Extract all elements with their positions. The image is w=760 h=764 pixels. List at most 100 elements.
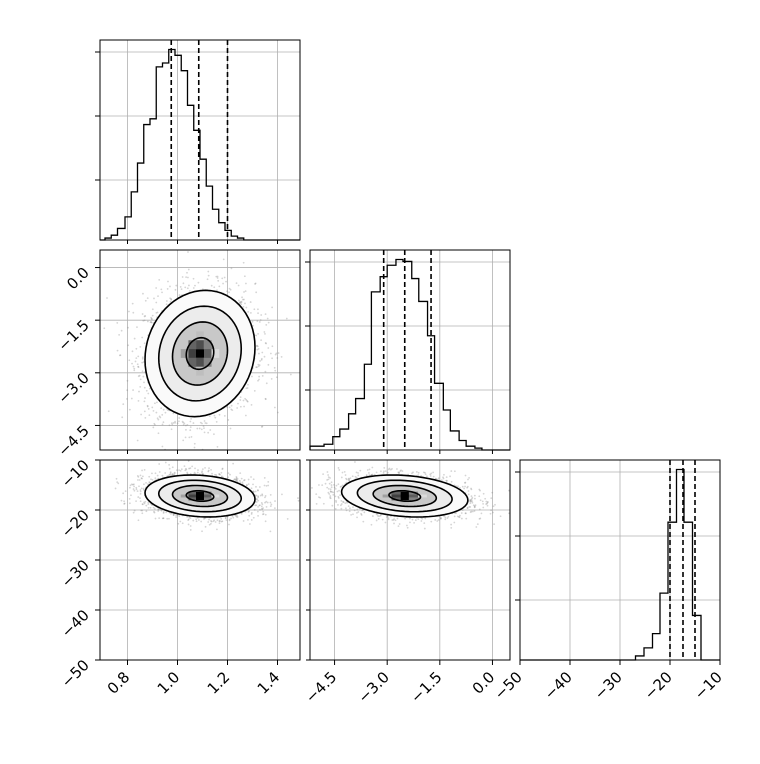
scatter-point xyxy=(133,490,135,492)
histogram-step-0 xyxy=(100,50,300,240)
scatter-point xyxy=(157,510,159,512)
histogram-panel-2 xyxy=(515,460,720,660)
scatter-point xyxy=(129,409,131,411)
scatter-point xyxy=(171,462,173,464)
scatter-point xyxy=(155,287,157,289)
scatter-point xyxy=(276,376,278,378)
scatter-point xyxy=(140,414,142,416)
scatter-point xyxy=(271,357,273,359)
scatter-point xyxy=(142,356,144,358)
scatter-point xyxy=(179,521,181,523)
scatter-point xyxy=(257,489,259,491)
scatter-point xyxy=(219,474,221,476)
scatter-point xyxy=(135,357,137,359)
scatter-point xyxy=(265,343,267,345)
scatter-point xyxy=(217,446,219,448)
scatter-point xyxy=(247,384,249,386)
scatter-point xyxy=(239,399,241,401)
scatter-point xyxy=(125,490,127,492)
scatter-point xyxy=(157,508,159,510)
scatter-point xyxy=(145,482,147,484)
scatter-point xyxy=(153,410,155,412)
scatter-point xyxy=(123,500,125,502)
scatter-point xyxy=(246,484,248,486)
scatter-point xyxy=(130,484,132,486)
scatter-point xyxy=(146,390,148,392)
scatter-point xyxy=(157,475,159,477)
scatter-point xyxy=(158,279,160,281)
scatter-point xyxy=(162,475,164,477)
scatter-point xyxy=(169,286,171,288)
scatter-point xyxy=(185,425,187,427)
scatter-point xyxy=(119,355,121,357)
scatter-point xyxy=(276,357,278,359)
scatter-point xyxy=(155,302,157,304)
scatter-point xyxy=(202,468,204,470)
scatter-point xyxy=(255,491,257,493)
scatter-point xyxy=(270,505,272,507)
scatter-point xyxy=(267,347,269,349)
scatter-point xyxy=(262,507,264,509)
scatter-point xyxy=(257,308,259,310)
scatter-point xyxy=(257,500,259,502)
scatter-point xyxy=(143,381,145,383)
scatter-point xyxy=(142,476,144,478)
scatter-point xyxy=(214,417,216,419)
scatter-point xyxy=(261,426,263,428)
scatter-point xyxy=(152,308,154,310)
scatter-point xyxy=(219,522,221,524)
scatter-point xyxy=(156,401,158,403)
scatter-point xyxy=(128,311,130,313)
scatter-point xyxy=(160,288,162,290)
scatter-point xyxy=(209,415,211,417)
scatter-point xyxy=(139,346,141,348)
scatter-point xyxy=(132,303,134,305)
scatter-point xyxy=(136,488,138,490)
scatter-point xyxy=(174,421,176,423)
scatter-point xyxy=(221,521,223,523)
scatter-point xyxy=(166,300,168,302)
scatter-point xyxy=(271,345,273,347)
scatter-point xyxy=(258,353,260,355)
scatter-point xyxy=(201,530,203,532)
scatter-point xyxy=(157,419,159,421)
histogram-step-1 xyxy=(310,260,510,450)
scatter-point xyxy=(281,356,283,358)
scatter-point xyxy=(189,429,191,431)
scatter-point xyxy=(144,342,146,344)
scatter-point xyxy=(264,333,266,335)
scatter-point xyxy=(183,424,185,426)
scatter-point xyxy=(210,520,212,522)
scatter-point xyxy=(177,523,179,525)
scatter-point xyxy=(232,517,234,519)
scatter-point xyxy=(103,327,105,329)
scatter-point xyxy=(211,285,213,287)
scatter-point xyxy=(196,520,198,522)
scatter-point xyxy=(154,508,156,510)
scatter-point xyxy=(132,389,134,391)
scatter-point xyxy=(259,321,261,323)
scatter-point xyxy=(152,479,154,481)
scatter-point xyxy=(162,517,164,519)
scatter-point xyxy=(167,281,169,283)
scatter-point xyxy=(137,490,139,492)
scatter-point xyxy=(106,297,108,299)
scatter-point xyxy=(148,408,150,410)
scatter-point xyxy=(128,359,130,361)
scatter-point xyxy=(171,428,173,430)
scatter-point xyxy=(228,291,230,293)
scatter-point xyxy=(150,478,152,480)
scatter-point xyxy=(236,407,238,409)
scatter-point xyxy=(201,428,203,430)
scatter-point xyxy=(241,296,243,298)
scatter-point xyxy=(239,302,241,304)
scatter-point xyxy=(158,432,160,434)
scatter-point xyxy=(185,276,187,278)
scatter-point xyxy=(133,488,135,490)
scatter-point xyxy=(123,503,125,505)
scatter-point xyxy=(218,520,220,522)
scatter-point xyxy=(262,513,264,515)
scatter-point xyxy=(253,517,255,519)
scatter-point xyxy=(163,409,165,411)
